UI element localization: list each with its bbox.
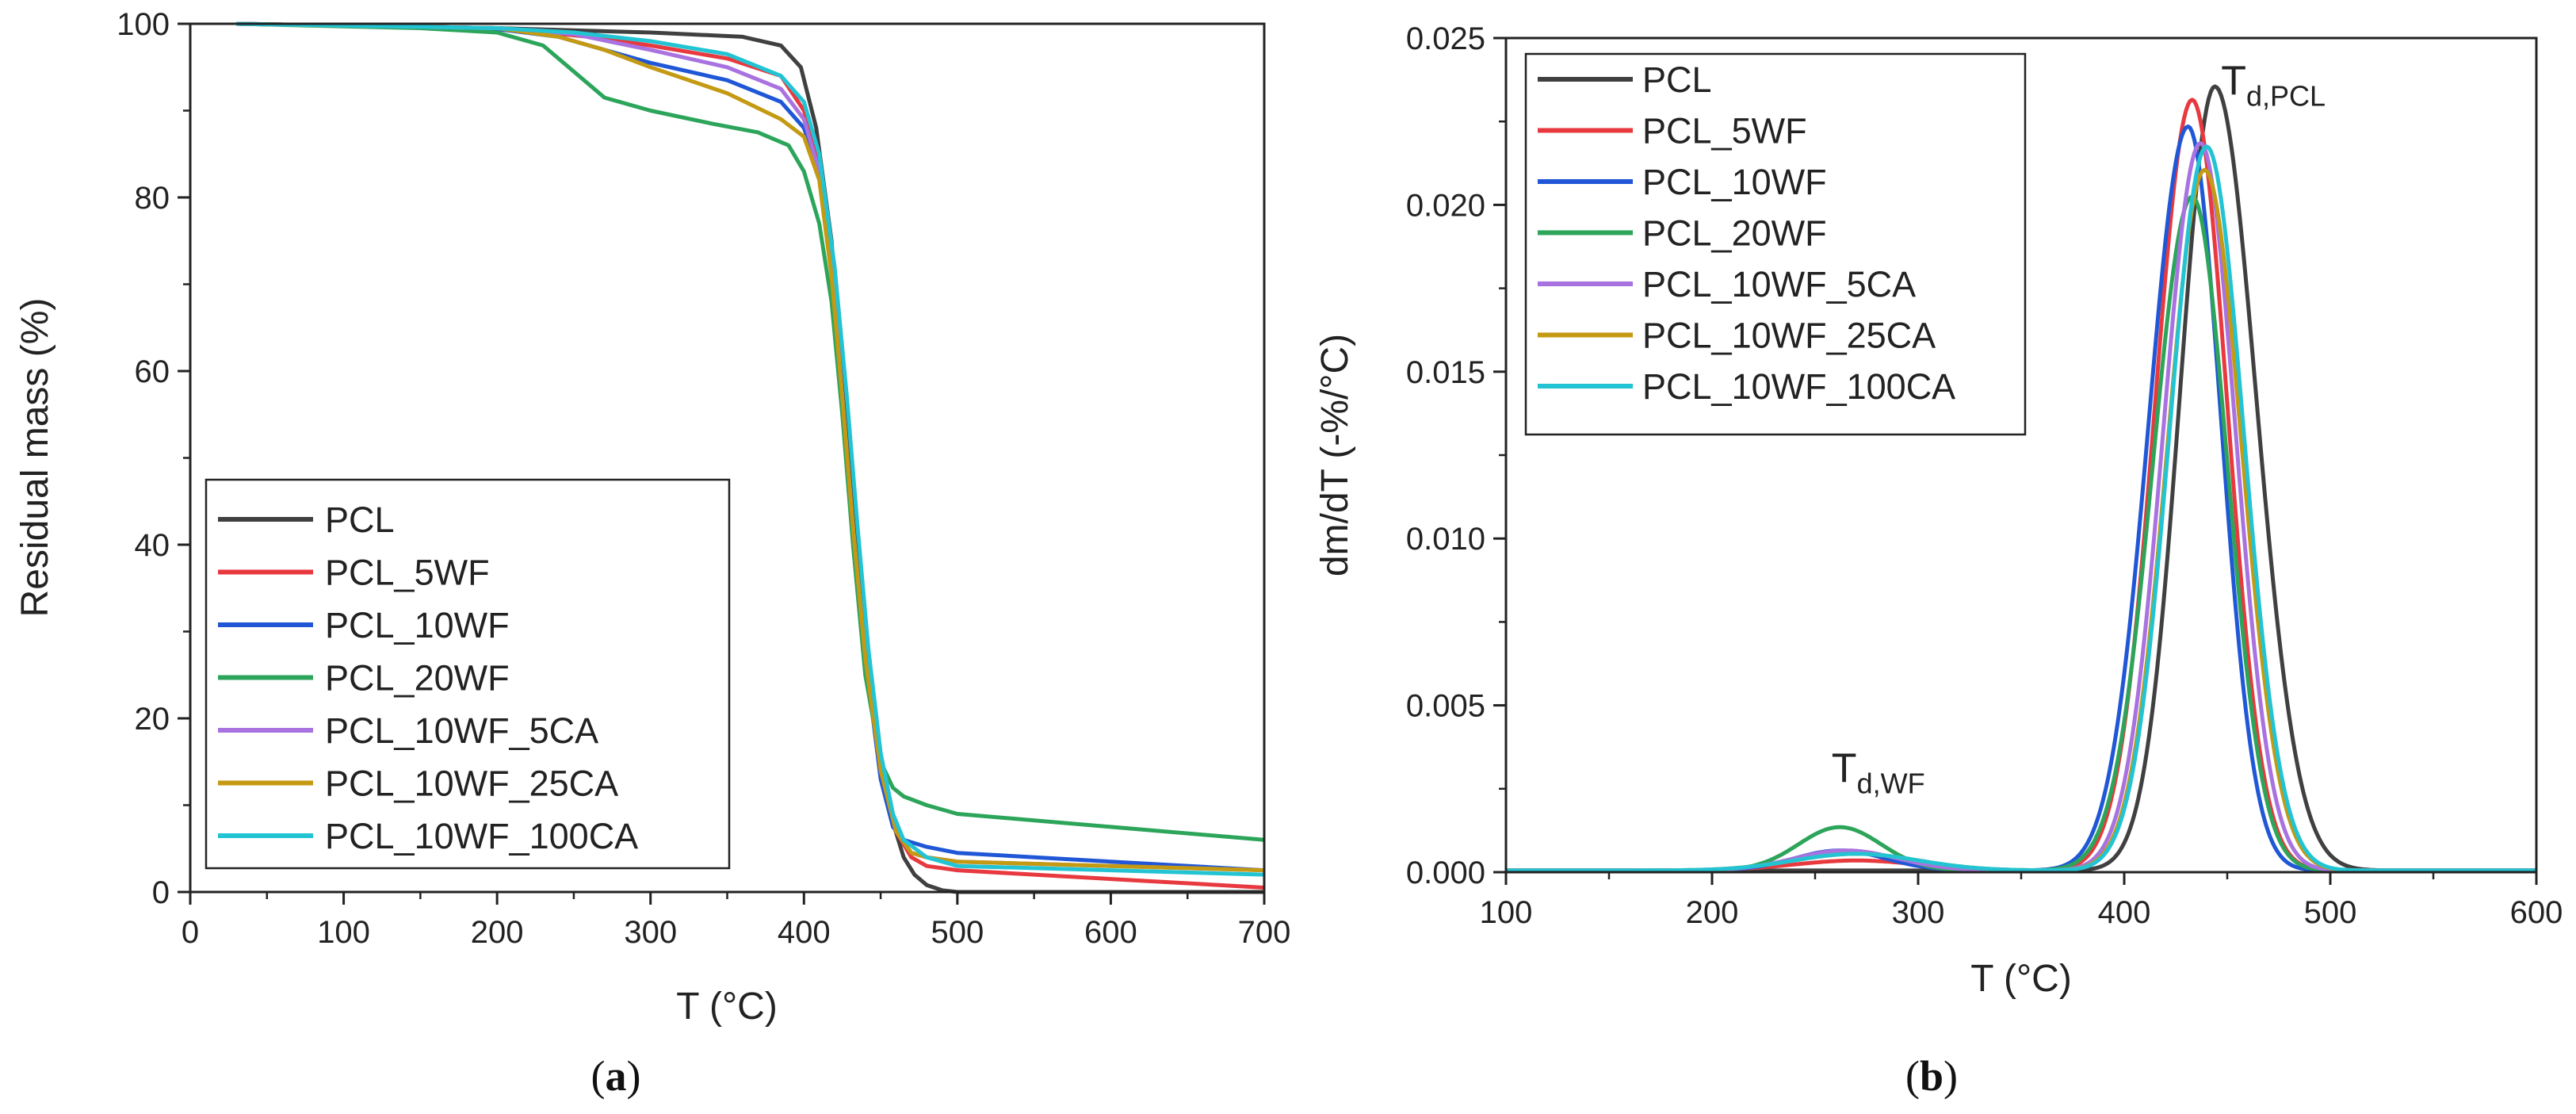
panel-a-y-axis-label: Residual mass (%) [14, 298, 56, 618]
panel-b-x-tick-label: 200 [1686, 895, 1739, 930]
panel-a-x-tick-label: 700 [1238, 915, 1291, 950]
panel-a-series-line-pcl [236, 21, 1264, 894]
panel-a-ticks: 0 100 200 300 400 500 600 700 0 20 40 60 80 100 [117, 7, 1290, 950]
panel-a-x-tick-label: 300 [624, 915, 677, 950]
panel-a-y-tick-label: 40 [135, 528, 170, 563]
panel-a-y-tick-label: 80 [135, 181, 170, 216]
panel-a-y-tick-label: 0 [152, 875, 170, 910]
panel-b-series-line-pcl-10wf-100ca [1506, 144, 2536, 873]
panel-a-y-tick-label: 60 [135, 354, 170, 389]
panel-a-legend-label-pcl-10wf-25ca: PCL_10WF_25CA [325, 764, 618, 804]
panel-b-legend-label-pcl: PCL [1642, 59, 1712, 100]
panel-a-legend-label-pcl-10wf-5ca: PCL_10WF_5CA [325, 710, 598, 751]
panel-a-y-tick-label: 100 [117, 7, 170, 42]
panel-a-x-tick-label: 500 [931, 915, 984, 950]
panel-b-x-axis-label: T (°C) [1970, 958, 2072, 1000]
panel-a-legend-label-pcl: PCL [325, 500, 395, 540]
panel-a-caption: (a) [591, 1052, 641, 1100]
panel-b-caption: (b) [1905, 1052, 1958, 1100]
panel-a-series-group [236, 21, 1265, 894]
panel-a-legend-label-pcl-10wf-100ca: PCL_10WF_100CA [325, 816, 638, 856]
panel-a-caption-letter: a [606, 1052, 627, 1100]
panel-a-legend: PCL PCL_5WF PCL_10WF PCL_20WF PCL_10WF_5CA PC… [204, 478, 731, 870]
panel-b-x-tick-label: 100 [1480, 895, 1533, 930]
panel-b-x-tick-label: 500 [2304, 895, 2357, 930]
panel-b-caption-letter: b [1920, 1052, 1943, 1100]
panel-b-legend: PCL PCL_5WF PCL_10WF PCL_20WF PCL_10WF_5CA PC… [1524, 52, 2027, 436]
panel-a-legend-label-pcl-20wf: PCL_20WF [325, 658, 510, 699]
panel-b-y-tick-label: 0.010 [1406, 522, 1485, 557]
panel-a-x-tick-label: 400 [778, 915, 831, 950]
panel-b-annotations: Td,PCL Td,WF [1832, 59, 2326, 800]
panel-a-legend-box [204, 478, 731, 870]
panel-b-y-tick-label: 0.005 [1406, 689, 1485, 724]
panel-b-legend-label-pcl-10wf-25ca: PCL_10WF_25CA [1642, 316, 1936, 356]
panel-b-legend-label-pcl-10wf-100ca: PCL_10WF_100CA [1642, 366, 1955, 407]
panel-b-legend-label-pcl-10wf: PCL_10WF [1642, 162, 1827, 202]
panel-b-x-tick-label: 600 [2510, 895, 2563, 930]
panel-a-x-tick-label: 100 [317, 915, 370, 950]
panel-a-y-tick-label: 20 [135, 702, 170, 737]
panel-b-annotation-d-pcl: Td,PCL [2221, 59, 2326, 113]
panel-b-legend-box [1524, 52, 2027, 436]
panel-a-series-line-pcl-20wf [236, 21, 1265, 842]
panel-b-y-tick-label: 0.020 [1406, 188, 1485, 223]
panel-b-legend-label-pcl-20wf: PCL_20WF [1642, 213, 1827, 254]
panel-b-y-tick-label: 0.000 [1406, 856, 1485, 890]
panel-a-x-tick-label: 200 [471, 915, 524, 950]
panel-b-legend-label-pcl-5wf: PCL_5WF [1642, 111, 1807, 151]
panel-b-y-axis-label: dm/dT (-%/°C) [1314, 334, 1356, 576]
panel-b-x-tick-label: 300 [1892, 895, 1945, 930]
panel-b-annotation-d-wf: Td,WF [1832, 745, 1925, 799]
panel-b-legend-label-pcl-10wf-5ca: PCL_10WF_5CA [1642, 264, 1916, 304]
panel-b-y-tick-label: 0.025 [1406, 21, 1485, 56]
panel-b-y-tick-label: 0.015 [1406, 355, 1485, 390]
panel-b-x-tick-label: 400 [2098, 895, 2151, 930]
panel-a-series-line-pcl-10wf-100ca [236, 21, 1265, 877]
panel-a-x-tick-label: 0 [182, 915, 199, 950]
panel-b-ticks: 100 200 300 400 500 600 0.000 0.005 0.010 0.015 0.… [1406, 21, 2563, 930]
panel-b-chart: 100 200 300 400 500 600 0.000 0.005 0.010 0.015 0.… [1314, 21, 2563, 1100]
panel-b-series-group [1506, 84, 2536, 873]
panel-a-legend-label-pcl-5wf: PCL_5WF [325, 553, 490, 593]
panel-a-x-axis-label: T (°C) [676, 986, 778, 1028]
panel-a-legend-label-pcl-10wf: PCL_10WF [325, 605, 510, 645]
panel-a-x-tick-label: 600 [1084, 915, 1137, 950]
panel-a-chart: 0 100 200 300 400 500 600 700 0 20 40 60 80 100 T (°C… [14, 7, 1290, 1100]
